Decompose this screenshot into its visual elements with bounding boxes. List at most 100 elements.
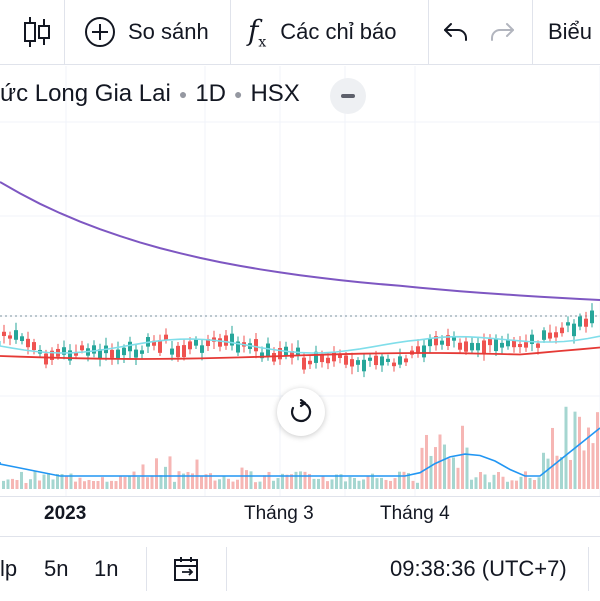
compare-button[interactable]: So sánh xyxy=(84,0,209,64)
volume-bar xyxy=(366,476,370,489)
volume-bar xyxy=(240,467,244,489)
candle-body xyxy=(182,345,186,358)
clock-display[interactable]: 09:38:36 (UTC+7) xyxy=(390,537,567,601)
candle-body xyxy=(266,343,270,357)
volume-bar xyxy=(425,434,428,489)
volume-bar xyxy=(447,458,451,489)
candle-body xyxy=(98,349,102,359)
minus-icon xyxy=(341,94,355,98)
undo-button[interactable] xyxy=(442,0,470,64)
volume-bar xyxy=(384,479,388,489)
volume-bar xyxy=(537,477,541,489)
indicators-button[interactable]: fx Các chỉ báo xyxy=(248,0,396,64)
toolbar-divider xyxy=(428,0,429,64)
function-icon: fx xyxy=(248,13,267,51)
volume-bar xyxy=(51,479,55,489)
candle-body xyxy=(446,335,450,346)
volume-bar xyxy=(164,466,167,489)
time-axis[interactable]: 2023 Tháng 3 Tháng 4 xyxy=(0,496,600,531)
candle-body xyxy=(200,345,204,353)
candle-body xyxy=(272,352,276,362)
volume-bar xyxy=(263,475,266,489)
top-toolbar: So sánh fx Các chỉ báo Biểu xyxy=(0,0,600,65)
volume-bar xyxy=(65,475,68,489)
candle-body xyxy=(530,334,534,344)
volume-bar xyxy=(398,471,401,489)
candle-body xyxy=(542,330,546,340)
volume-bar xyxy=(519,476,523,489)
candle-body xyxy=(122,347,126,356)
candle-body xyxy=(482,340,486,354)
volume-bar xyxy=(231,481,235,489)
date-range-button[interactable] xyxy=(172,537,202,601)
candle-body xyxy=(32,342,36,351)
clock-label: 09:38:36 (UTC+7) xyxy=(390,556,567,581)
candle-body xyxy=(476,343,480,351)
volume-bar xyxy=(155,458,158,489)
volume-bar xyxy=(357,480,361,489)
volume-bar xyxy=(114,481,118,489)
volume-bar xyxy=(528,477,532,489)
chart-menu-label: Biểu xyxy=(548,19,593,44)
redo-button[interactable] xyxy=(488,0,516,64)
candle-body xyxy=(458,342,462,350)
volume-bar xyxy=(393,478,397,489)
candle-body xyxy=(296,347,300,356)
range-button[interactable]: 5n xyxy=(44,537,68,601)
reset-chart-button[interactable] xyxy=(277,388,325,436)
symbol-name[interactable]: ức Long Gia Lai xyxy=(0,80,171,107)
volume-bar xyxy=(506,481,509,489)
chart-menu-button[interactable]: Biểu xyxy=(548,0,592,64)
volume-bar xyxy=(204,474,208,489)
volume-bar xyxy=(222,476,226,489)
toolbar-divider xyxy=(64,0,65,64)
volume-bar xyxy=(420,447,424,489)
volume-bar xyxy=(105,481,109,489)
candle-body xyxy=(452,336,456,341)
candle-body xyxy=(512,340,516,348)
bottom-divider xyxy=(588,547,589,591)
candle-body xyxy=(20,336,24,341)
range-label: lp xyxy=(0,556,18,581)
compare-label: So sánh xyxy=(128,19,209,44)
collapse-legend-button[interactable] xyxy=(330,78,366,114)
candle-body xyxy=(236,341,240,353)
toolbar-divider xyxy=(230,0,231,64)
interval-label[interactable]: 1D xyxy=(195,80,226,107)
bottom-divider xyxy=(226,547,227,591)
volume-bar xyxy=(128,475,131,489)
volume-bar xyxy=(69,473,73,489)
volume-bar xyxy=(78,477,82,489)
candle-body xyxy=(578,316,582,327)
volume-bar xyxy=(479,472,482,489)
candle-body xyxy=(572,323,576,337)
volume-bar xyxy=(290,474,293,489)
volume-bar xyxy=(177,471,181,489)
candle-body xyxy=(428,338,432,347)
candle-body xyxy=(392,362,396,367)
exchange-label: HSX xyxy=(250,80,300,107)
range-button[interactable]: 1n xyxy=(94,537,118,601)
range-button[interactable]: lp xyxy=(0,537,17,601)
volume-bar xyxy=(186,471,190,489)
volume-bar xyxy=(236,479,239,489)
volume-bar xyxy=(308,473,311,489)
candle-body xyxy=(8,335,12,339)
volume-bar xyxy=(195,459,199,489)
volume-bar xyxy=(434,447,437,489)
candle-body xyxy=(374,355,378,366)
candle-body xyxy=(494,339,498,352)
volume-bar xyxy=(299,471,302,489)
volume-bar xyxy=(375,478,379,489)
volume-bar xyxy=(465,447,469,489)
candle-body xyxy=(140,350,144,354)
chart-type-button[interactable] xyxy=(22,0,52,64)
candle-body xyxy=(350,359,354,367)
toolbar-divider xyxy=(532,0,533,64)
candle-body xyxy=(158,340,162,353)
candle-body xyxy=(404,358,408,363)
volume-bar xyxy=(312,478,316,489)
time-label-april: Tháng 4 xyxy=(380,503,450,524)
volume-bar xyxy=(11,478,14,489)
bottom-divider xyxy=(146,547,147,591)
